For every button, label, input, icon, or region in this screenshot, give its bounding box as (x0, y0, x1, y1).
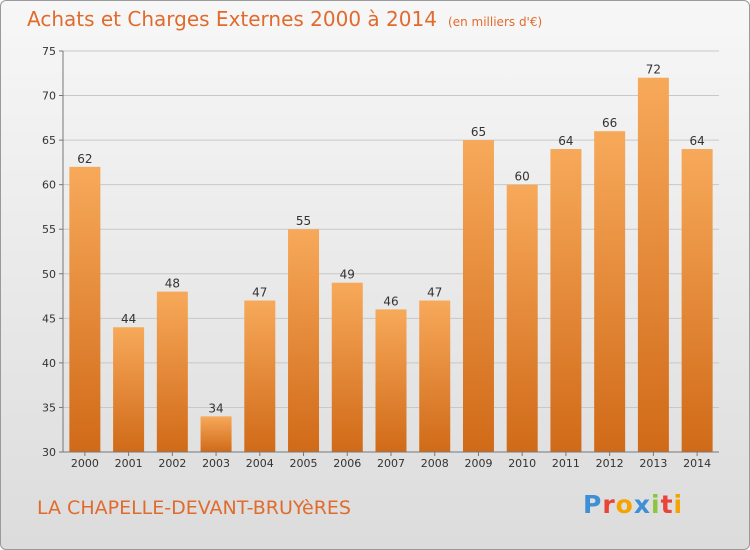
value-label-2005: 55 (296, 214, 311, 228)
bar-2003 (200, 416, 232, 452)
value-label-2010: 60 (515, 170, 530, 184)
y-tick-label: 50 (42, 268, 56, 281)
logo-letter: t (660, 490, 674, 519)
y-tick-label: 30 (42, 446, 56, 459)
bar-2010 (506, 184, 538, 452)
bar-2004 (244, 300, 276, 452)
value-label-2012: 66 (602, 116, 617, 130)
bar-2011 (550, 149, 582, 452)
x-tick-label-2006: 2006 (333, 457, 361, 470)
logo-letter: i (651, 490, 661, 519)
x-tick-label-2005: 2005 (290, 457, 318, 470)
bar-2006 (331, 282, 363, 452)
y-tick-label: 60 (42, 179, 56, 192)
y-tick-label: 75 (42, 45, 56, 58)
value-label-2014: 64 (689, 134, 704, 148)
value-label-2003: 34 (208, 401, 223, 415)
value-label-2009: 65 (471, 125, 486, 139)
bar-2009 (462, 140, 494, 452)
value-label-2000: 62 (77, 152, 92, 166)
x-tick-label-2000: 2000 (71, 457, 99, 470)
bar-2014 (681, 149, 713, 452)
x-tick-label-2014: 2014 (683, 457, 711, 470)
value-label-2011: 64 (558, 134, 573, 148)
bar-2013 (637, 77, 669, 452)
x-tick-label-2001: 2001 (115, 457, 143, 470)
y-tick-label: 40 (42, 357, 56, 370)
y-tick-label: 55 (42, 223, 56, 236)
logo-letter: P (583, 490, 603, 519)
y-tick-label: 45 (42, 312, 56, 325)
logo-letter: x (633, 490, 651, 519)
x-tick-label-2007: 2007 (377, 457, 405, 470)
logo-letter: i (673, 490, 684, 519)
bar-2005 (288, 229, 320, 452)
value-label-2007: 46 (383, 294, 398, 308)
place-name: LA CHAPELLE-DEVANT-BRUYèRES (37, 497, 351, 519)
bar-2008 (419, 300, 451, 452)
x-tick-label-2013: 2013 (639, 457, 667, 470)
x-tick-label-2011: 2011 (552, 457, 580, 470)
chart-title: Achats et Charges Externes 2000 à 2014 (… (27, 7, 542, 31)
bar-2012 (594, 131, 626, 452)
value-label-2001: 44 (121, 312, 136, 326)
logo-letter: r (602, 490, 616, 519)
x-tick-label-2010: 2010 (508, 457, 536, 470)
x-tick-label-2003: 2003 (202, 457, 230, 470)
x-tick-label-2002: 2002 (158, 457, 186, 470)
x-tick-label-2008: 2008 (421, 457, 449, 470)
value-label-2008: 47 (427, 286, 442, 300)
bar-2002 (156, 291, 188, 452)
bar-2007 (375, 309, 407, 452)
chart-title-text: Achats et Charges Externes 2000 à 2014 (27, 7, 437, 31)
y-tick-label: 70 (42, 90, 56, 103)
x-tick-label-2009: 2009 (464, 457, 492, 470)
y-tick-label: 65 (42, 134, 56, 147)
bar-2000 (69, 166, 101, 452)
y-tick-label: 35 (42, 401, 56, 414)
logo-letter: o (615, 490, 634, 519)
value-label-2002: 48 (165, 277, 180, 291)
value-label-2013: 72 (646, 63, 661, 77)
value-label-2004: 47 (252, 286, 267, 300)
bar-2001 (113, 327, 145, 452)
x-tick-label-2004: 2004 (246, 457, 274, 470)
value-label-2006: 49 (340, 268, 355, 282)
chart-unit: (en milliers d'€) (448, 15, 543, 29)
x-tick-label-2012: 2012 (596, 457, 624, 470)
proxiti-logo: Proxiti (583, 490, 683, 519)
